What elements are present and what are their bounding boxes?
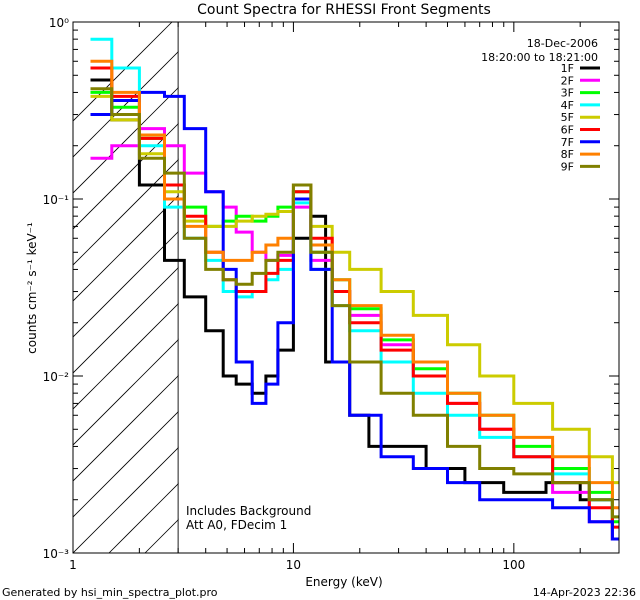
legend-label-7F: 7F [561,136,574,149]
legend-label-2F: 2F [561,74,574,87]
legend-label-6F: 6F [561,124,574,137]
footer-timestamp: 14-Apr-2023 22:36 [533,586,636,599]
legend-label-4F: 4F [561,99,574,112]
chart-title: Count Spectra for RHESSI Front Segments [197,2,491,18]
y-tick-label: 10⁰ [49,16,69,30]
x-axis-label: Energy (keV) [305,575,382,589]
y-tick-labels: 10⁰ 10⁻¹ 10⁻² 10⁻³ [43,16,70,561]
y-tick-label: 10⁻³ [43,547,70,561]
legend-label-3F: 3F [561,87,574,100]
y-tick-label: 10⁻¹ [43,193,70,207]
x-tick-labels: 1 10 100 [69,558,525,572]
series-layer [90,37,619,541]
legend-label-5F: 5F [561,111,574,124]
hatch-line [73,22,173,122]
series-9F [90,87,619,519]
footer-generated-by: Generated by hsi_min_spectra_plot.pro [2,586,218,599]
x-tick-label: 10 [286,558,301,572]
legend-label-9F: 9F [561,160,574,173]
time-range-label: 18:20:00 to 18:21:00 [481,51,598,64]
legend-label-1F: 1F [561,62,574,75]
annotation-background: Includes Background [186,504,311,518]
plot-frame [72,21,620,554]
hatch-mask [178,22,619,553]
hatched-region [73,22,619,553]
hatch-line [73,22,245,194]
annotation-attenuator: Att A0, FDecim 1 [186,518,287,532]
date-label: 18-Dec-2006 [527,37,598,50]
x-tick-label: 100 [502,558,525,572]
y-tick-label: 10⁻² [43,370,70,384]
legend-label-8F: 8F [561,148,574,161]
axis-ticks [72,21,620,554]
hatch-line [73,22,209,158]
y-axis-label: counts cm⁻² s⁻¹ keV⁻¹ [25,222,39,354]
x-tick-label: 1 [69,558,77,572]
